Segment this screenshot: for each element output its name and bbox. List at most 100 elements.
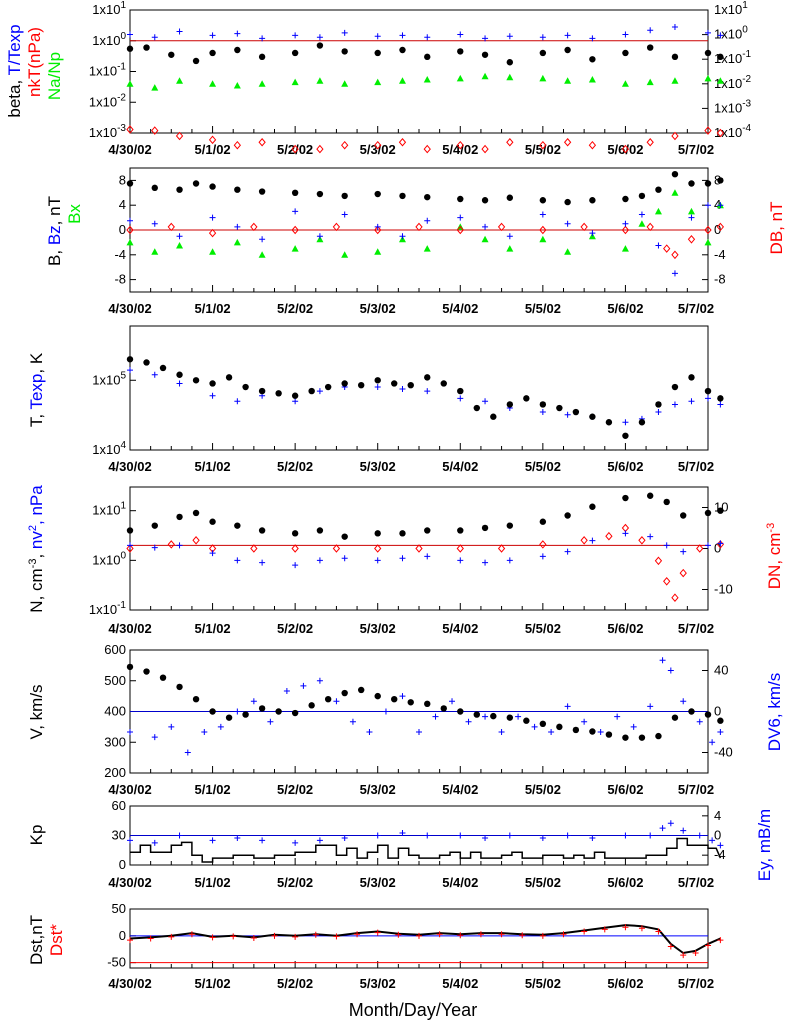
n-marker [316,527,324,534]
bx-marker [481,235,489,243]
dst-line [129,924,721,955]
na-np-marker [456,74,464,82]
db-marker [539,225,547,235]
date-label-6: 5/6/02 [607,875,643,890]
dst-star-marker [581,928,588,935]
t-ratio-marker [717,32,724,39]
v-marker [440,705,447,712]
panel6-y-tick-label-right: 0 [714,828,721,843]
beta-marker [291,49,299,57]
y-label-bx: Bx [65,204,84,224]
nv2-marker [647,533,654,540]
t-marker [176,371,183,378]
dst-star-marker [655,928,662,935]
dv6-marker [647,703,654,710]
bx-marker [687,207,695,215]
dv6-marker [614,713,621,720]
dn-marker [332,544,341,553]
dv6-marker [267,718,274,725]
n-marker [341,533,348,540]
t-marker [192,377,200,384]
beta-marker [126,45,134,52]
dv6-marker [168,723,175,730]
t-ratio-marker [259,35,266,42]
date-label-2: 5/2/02 [277,875,313,890]
b-marker [481,197,489,204]
beta-marker [341,48,348,55]
bx-marker [423,245,431,252]
bx-marker [341,251,349,258]
panel5-y-tick-label-right: 40 [714,663,728,678]
dv6-marker [449,698,456,705]
bx-marker [291,245,299,252]
bz-marker [374,223,381,230]
t-marker [589,413,596,420]
date-label-3: 5/3/02 [360,875,396,890]
dst-star-marker [209,934,216,941]
ey-marker [209,837,216,844]
t-marker [324,383,332,391]
v-marker [291,709,299,717]
v-marker [506,714,514,721]
nkt-marker [341,140,349,150]
t-marker [605,419,613,426]
ey-marker [374,832,381,839]
nkt-marker [671,131,679,141]
t-marker [159,364,167,372]
nkt-marker [126,125,134,134]
nv2-marker [680,548,687,555]
db-marker [580,222,588,232]
date-label-6: 5/6/02 [607,621,643,636]
ey-marker [622,832,629,839]
dv6-marker [709,739,716,746]
b-marker [291,189,299,196]
ey-marker [151,839,158,846]
n-marker [646,492,654,499]
panel6-y-tick-label-right: 4 [714,808,721,823]
panel3-y-tick-label: 1x104 [92,440,126,457]
dn-marker [415,544,423,553]
bz-marker [151,220,158,227]
date-label-2: 5/2/02 [277,301,313,316]
bz-marker [539,211,546,218]
panel6-y-tick-label-right: -4 [714,847,726,862]
v-marker [424,700,431,708]
na-np-marker [506,73,514,81]
y-label-dst-star: Dst* [47,924,66,957]
date-label-0: 4/30/02 [108,459,151,474]
t-marker [126,356,134,363]
beta-marker [589,56,596,63]
date-label-5: 5/5/02 [525,459,561,474]
date-label-2: 5/2/02 [277,142,313,157]
date-label-3: 5/3/02 [360,621,396,636]
nkt-marker [539,140,547,150]
date-label-7: 5/7/02 [678,621,714,636]
date-label-6: 5/6/02 [607,142,643,157]
bz-marker [292,208,299,215]
dn-marker [605,531,613,541]
ey-marker [482,834,489,841]
b-marker [234,186,241,193]
y-label-beta: beta, T/Texp [5,24,24,117]
panel5-y-tick-label-right: -40 [714,745,733,760]
dn-marker [679,568,687,578]
dst-star-marker [717,937,724,944]
texp-marker [151,371,158,378]
y-label-b: B, Bz, nT [45,196,64,266]
b-marker [374,190,381,198]
dn-marker [456,544,464,553]
b-marker [176,186,183,193]
t-marker [572,408,580,416]
t-marker [473,404,480,412]
ey-marker [659,825,666,832]
dn-marker [663,577,671,586]
panel-kp: 4/30/02 5/1/02 5/2/02 5/3/02 5/4/02 5/5/… [27,805,774,890]
panel6-y-tick-label: 0 [119,857,126,872]
date-label-3: 5/3/02 [360,301,396,316]
bx-marker [564,248,572,255]
v-marker [209,708,216,715]
nkt-marker [208,135,217,145]
date-label-3: 5/3/02 [360,782,396,797]
dv6-marker [349,718,356,725]
ey-marker [424,832,431,839]
